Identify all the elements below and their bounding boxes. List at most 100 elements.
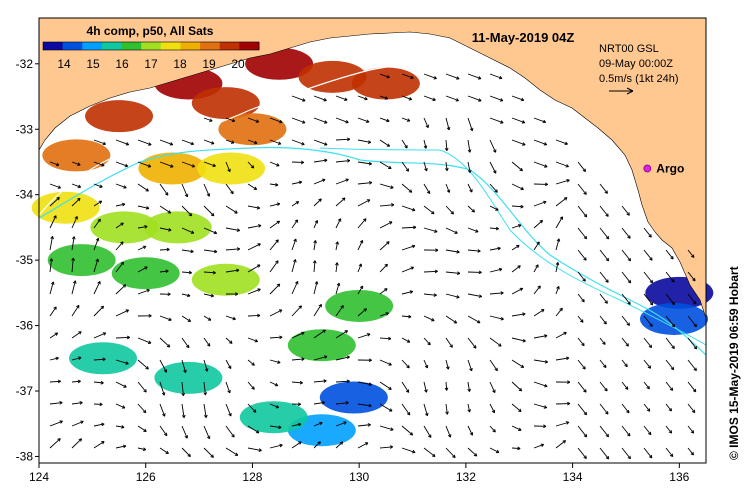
current-arrow [357,95,368,101]
current-arrow [137,313,152,318]
current-arrow [555,197,568,207]
current-arrow [401,161,410,172]
current-arrow [115,335,131,340]
current-arrow [687,293,697,305]
current-arrow [511,403,522,413]
sst-patch [154,361,223,394]
current-arrow [489,183,498,193]
colorbar-swatch [200,42,221,50]
current-arrow [93,237,100,251]
current-arrow [269,283,281,295]
current-arrow [313,304,322,317]
current-arrow [577,293,585,303]
current-arrow [115,261,124,273]
current-arrow [511,204,524,209]
current-arrow [93,422,105,427]
current-arrow [181,205,193,217]
current-arrow [533,334,548,339]
current-arrow [445,117,451,131]
current-arrow [335,441,344,449]
current-arrow [247,381,255,390]
current-arrow [137,337,152,344]
current-arrow [313,158,328,163]
current-arrow [93,280,101,295]
current-arrow [357,285,364,295]
sst-patch [218,113,287,146]
current-arrow [115,241,124,251]
current-arrow [379,241,390,251]
sst-patch [138,152,207,185]
current-arrow [445,73,460,80]
current-arrow [291,238,297,251]
current-arrow [445,271,461,275]
current-arrow [423,337,431,346]
current-arrow [533,241,540,251]
legend-arrow [609,87,634,95]
current-arrow [225,205,238,214]
current-arrow [621,271,632,284]
current-arrow [533,424,547,429]
contour-200m [38,146,707,356]
current-arrow [225,359,232,369]
y-axis: -32 -33 -34 -35 -36 -37 -38 [16,57,39,463]
current-arrow [269,381,279,387]
current-arrow [71,280,77,295]
current-arrow [577,249,587,261]
current-arrow [93,200,103,207]
colorbar-tick-label: 17 [144,57,158,71]
current-arrow [445,359,450,370]
current-arrow [203,205,215,217]
current-arrow [357,263,363,273]
current-arrow [181,249,194,254]
current-arrow [599,183,608,194]
current-arrow [423,248,439,252]
current-arrow [115,381,127,388]
current-arrow [621,205,630,216]
current-arrow [357,423,371,427]
current-arrow [71,216,78,229]
current-arrow [687,447,694,456]
sst-patch [319,381,388,414]
current-arrow [379,183,394,189]
current-arrow [335,241,339,251]
current-arrow [115,161,129,168]
current-arrow [49,235,54,251]
current-arrow [335,282,341,295]
current-arrow [313,400,326,405]
current-arrow [599,359,607,369]
current-arrow [159,161,174,168]
current-arrow [335,158,351,163]
current-arrow [423,73,437,80]
current-arrow [357,442,369,449]
current-arrow [577,403,588,416]
current-arrow [269,239,279,251]
current-arrow [115,284,127,295]
current-arrow [93,332,107,339]
colorbar-swatch [62,42,83,50]
current-arrow [379,312,389,317]
current-arrow [49,306,57,317]
current-arrow [49,401,63,405]
current-arrow [313,240,317,251]
current-arrow [291,380,303,385]
current-arrow [577,161,587,172]
current-arrow [599,205,609,217]
current-arrow [181,403,186,419]
current-arrow [269,139,282,145]
x-tick-label: 126 [136,470,156,484]
map-title: 11-May-2019 04Z [472,30,575,45]
current-arrow [181,270,192,275]
colorbar-swatch [141,42,162,50]
current-arrow [159,425,168,437]
current-arrow [181,447,191,458]
current-arrow [291,305,302,317]
x-tick-label: 130 [349,470,369,484]
current-arrow [269,220,281,229]
current-arrow [489,403,496,414]
current-arrow [555,179,570,185]
current-arrow [291,331,305,339]
current-arrow [159,447,169,455]
current-arrow [49,215,57,229]
current-arrow [71,331,82,339]
sst-patch [639,303,708,336]
